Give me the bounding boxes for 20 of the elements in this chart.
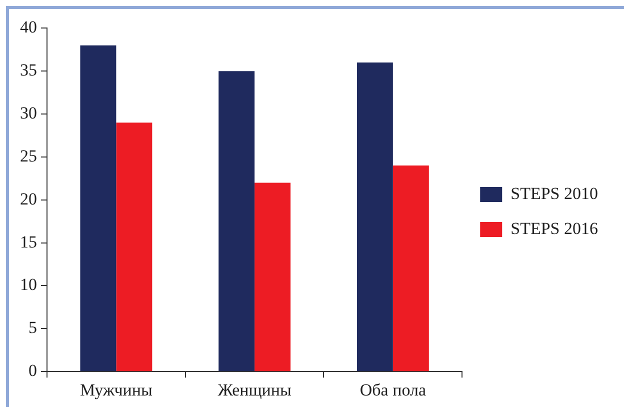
- legend-label: STEPS 2016: [510, 218, 598, 238]
- y-tick-label: 40: [20, 18, 37, 37]
- x-tick-label: Оба пола: [360, 380, 426, 400]
- y-tick-label: 15: [20, 232, 37, 252]
- bar: [218, 71, 255, 372]
- y-tick-label: 0: [28, 361, 37, 380]
- y-tick-label: 25: [20, 146, 37, 166]
- y-tick-label: 10: [20, 275, 37, 294]
- y-tick-label: 5: [28, 318, 37, 338]
- bar: [254, 182, 291, 372]
- y-tick-label: 35: [20, 60, 37, 80]
- y-tick-label: 20: [20, 189, 37, 208]
- y-tick-label: 30: [20, 104, 37, 123]
- x-tick-label: Женщины: [218, 380, 292, 400]
- bar: [80, 45, 116, 372]
- bar: [116, 122, 152, 372]
- x-tick-label: Мужчины: [80, 380, 153, 400]
- legend-label: STEPS 2010: [510, 184, 598, 203]
- bar: [356, 62, 393, 372]
- bar: [392, 166, 429, 372]
